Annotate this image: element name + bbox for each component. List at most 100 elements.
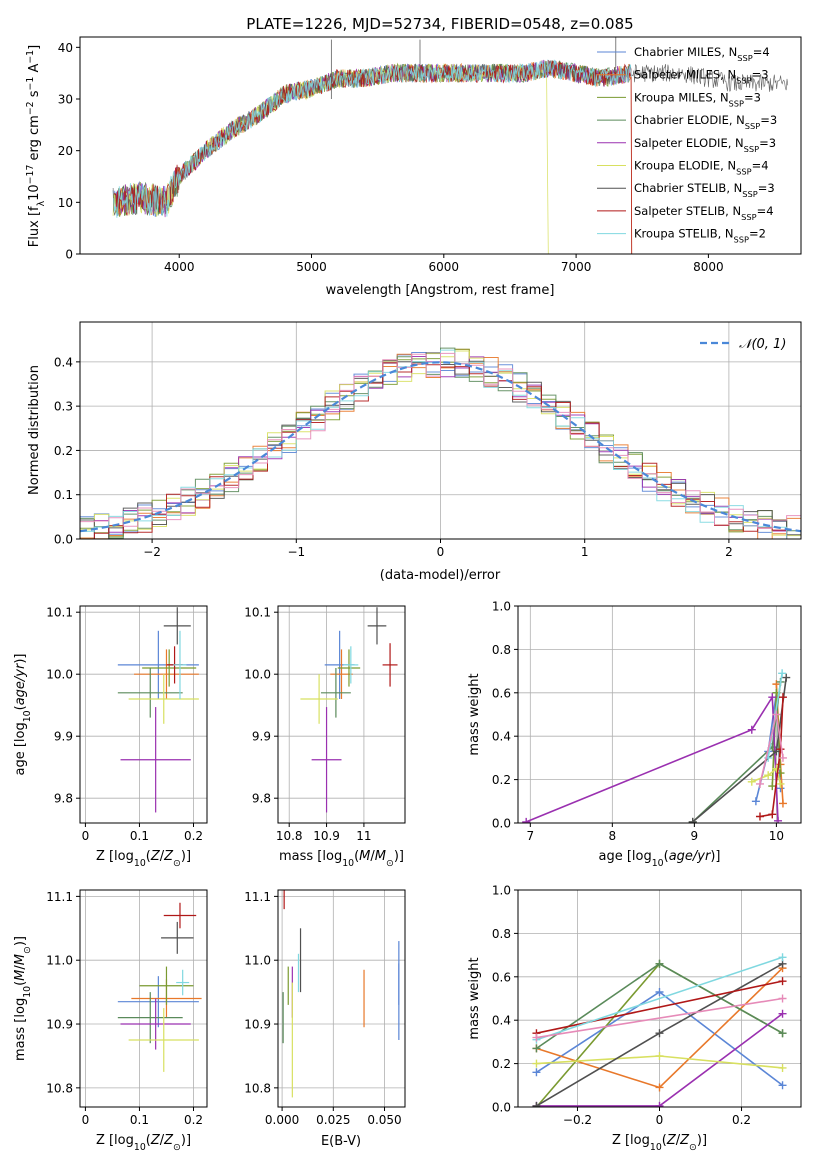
plot-area: [518, 606, 801, 823]
legend-label: Chabrier MILES, NSSP=4: [634, 45, 770, 63]
x-axis-label: (data-model)/error: [380, 568, 501, 583]
y-tick-label: 0.4: [492, 730, 511, 744]
legend-label: Chabrier STELIB, NSSP=3: [634, 181, 775, 199]
weight-marker: [532, 1068, 541, 1077]
x-tick-label: 0: [437, 545, 445, 559]
legend-label: Chabrier ELODIE, NSSP=3: [634, 113, 777, 131]
weight-marker: [532, 1101, 541, 1107]
weight-marker: [774, 816, 783, 823]
x-tick-label: 0.2: [732, 1113, 751, 1127]
weight-line-8: [767, 673, 783, 759]
x-tick-label: 0.2: [184, 829, 203, 843]
weight-marker: [755, 812, 764, 821]
x-axis-label: Z [log10(Z/Z⊙)]: [96, 849, 191, 869]
weight-line-7: [536, 980, 783, 1034]
legend-label: Salpeter ELODIE, NSSP=3: [634, 136, 776, 154]
y-tick-label: 0.3: [54, 400, 73, 414]
axes-spine: [277, 605, 406, 824]
x-tick-label: 1: [581, 545, 589, 559]
y-tick-label: 9.8: [252, 792, 271, 806]
data-layer: [117, 902, 202, 1072]
weight-marker: [655, 959, 664, 968]
weight-marker: [778, 1063, 787, 1072]
residual-panel: −2 −1 0 1 2 0.0 0.1 0.2 0.3 0.4 𝒩(0, 1) (data-model…: [27, 321, 802, 583]
mass-vs-ebv-panel: 0.000 0.025 0.050 10.8 10.9 11.0 11.1 E(B-V): [244, 889, 406, 1149]
x-axis-label: mass [log10(M/M⊙)]: [279, 849, 404, 869]
weight-marker: [764, 771, 773, 780]
y-tick-label: 10.0: [46, 668, 73, 682]
y-tick-label: 20: [58, 144, 73, 158]
figure-title: PLATE=1226, MJD=52734, FIBERID=0548, z=0…: [246, 15, 633, 33]
data-layer: [300, 607, 398, 813]
y-tick-label: 9.9: [54, 730, 73, 744]
y-tick-label: 1.0: [492, 600, 511, 614]
weight-line-9: [536, 997, 783, 1039]
x-tick-label: 7: [526, 829, 534, 843]
weight-marker: [778, 799, 787, 808]
weight-marker: [778, 977, 787, 986]
weight-line-8: [536, 956, 783, 1041]
y-axis-label: mass weight: [467, 673, 482, 755]
x-tick-label: 9: [691, 829, 699, 843]
x-tick-label: 0: [82, 1113, 90, 1127]
y-tick-label: 10.0: [244, 668, 271, 682]
x-tick-label: 0.1: [130, 829, 149, 843]
weight-marker: [782, 673, 791, 682]
y-tick-label: 0.8: [492, 643, 511, 657]
data-layer: [282, 890, 400, 1098]
weight-marker: [772, 710, 781, 719]
axes-frame: 10.8 10.9 11 9.8 9.9 10.0 10.1: [244, 605, 406, 843]
y-tick-label: 10: [58, 196, 73, 210]
weight-line-5: [751, 767, 782, 785]
weight-marker: [655, 1101, 664, 1107]
age-vs-mass-panel: 10.8 10.9 11 9.8 9.9 10.0 10.1 mass [log10(M/M⊙…: [244, 605, 406, 869]
y-tick-label: 10.8: [46, 1081, 73, 1095]
weight-marker: [772, 680, 781, 689]
y-tick-label: 0.2: [492, 773, 511, 787]
weight-line-7: [759, 697, 784, 818]
data-layer: [112, 37, 789, 254]
weight-marker: [751, 797, 760, 806]
y-tick-label: 10.1: [244, 606, 271, 620]
y-tick-label: 0.6: [492, 686, 511, 700]
y-axis-label: mass [log10(M/M⊙)]: [13, 936, 33, 1061]
x-tick-label: 7000: [561, 260, 592, 274]
y-tick-label: 10.9: [244, 1018, 271, 1032]
y-tick-label: 0.2: [54, 444, 73, 458]
axes-frame: 4000 5000 6000 7000 8000 0 10 20 30 40: [58, 36, 802, 274]
y-tick-label: 0: [65, 248, 73, 262]
axes-spine: [277, 889, 406, 1108]
x-axis-label: Z [log10(Z/Z⊙)]: [96, 1133, 191, 1153]
x-tick-label: 0.025: [316, 1113, 350, 1127]
weight-marker: [655, 987, 664, 996]
axes-spine: [79, 889, 208, 1108]
weight-marker: [755, 779, 764, 788]
axes-frame: 0.000 0.025 0.050 10.8 10.9 11.0 11.1: [244, 889, 406, 1127]
weight-marker: [772, 764, 781, 773]
x-tick-label: −0.2: [563, 1113, 592, 1127]
y-tick-label: 9.9: [252, 730, 271, 744]
weight-marker: [747, 777, 756, 786]
y-tick-label: 10.1: [46, 606, 73, 620]
weight-marker: [778, 1029, 787, 1038]
axes-frame: −0.2 0 0.2 0.0 0.2 0.4 0.6 0.8 1.0: [492, 884, 802, 1127]
y-tick-label: 9.8: [54, 792, 73, 806]
weight-marker: [532, 1033, 541, 1042]
x-tick-label: 2: [725, 545, 733, 559]
weight-marker: [768, 810, 777, 819]
y-tick-label: 11.1: [46, 890, 73, 904]
spectrum-legend: Chabrier MILES, NSSP=4 Salpeter MILES, NS…: [597, 45, 777, 245]
plot-area: [278, 890, 405, 1107]
legend-label: 𝒩(0, 1): [739, 337, 786, 352]
x-tick-label: 6000: [429, 260, 460, 274]
axes-frame: 0 0.1 0.2 10.8 10.9 11.0 11.1: [46, 889, 208, 1127]
y-tick-label: 10.9: [46, 1018, 73, 1032]
y-axis-label: mass weight: [467, 957, 482, 1039]
legend-label: Salpeter MILES, NSSP=3: [634, 68, 769, 86]
data-layer: [522, 669, 791, 823]
weight-marker: [655, 1029, 664, 1038]
weight-marker: [778, 693, 787, 702]
y-tick-label: 0.0: [492, 1101, 511, 1115]
weight-marker: [772, 747, 781, 756]
spectrum-panel: 4000 5000 6000 7000 8000 0 10 20 30 40 Chabrier MI…: [25, 36, 802, 298]
